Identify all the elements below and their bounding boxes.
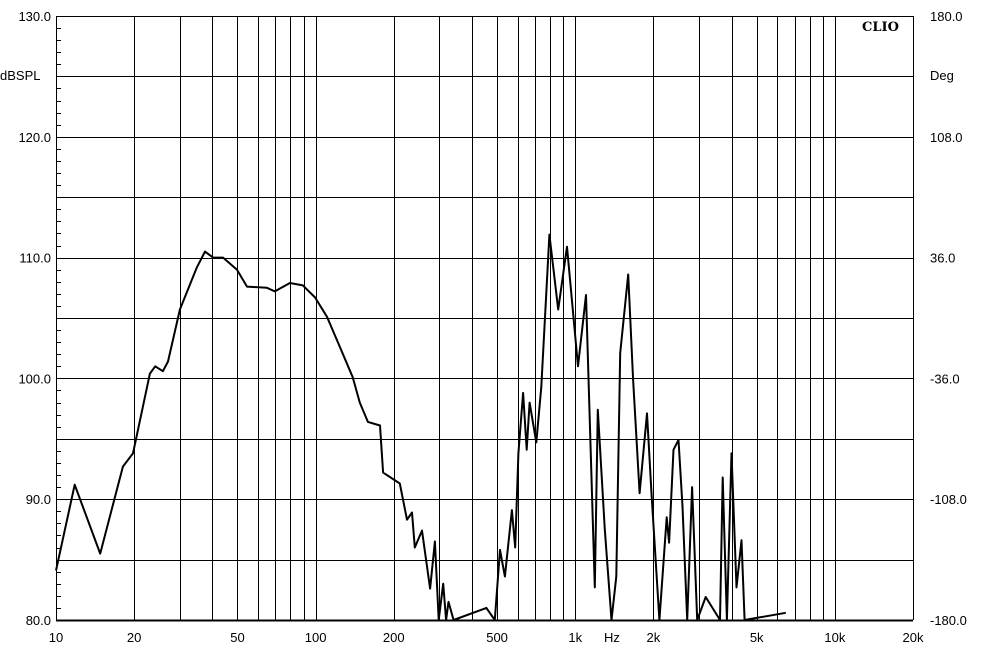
x-tick-label: 100 — [305, 630, 327, 645]
x-tick-label: 50 — [230, 630, 244, 645]
x-tick-label: 2k — [647, 630, 661, 645]
x-tick-label: 10k — [824, 630, 845, 645]
right-tick-label: -180.0 — [930, 613, 967, 628]
x-tick-label: 5k — [750, 630, 764, 645]
x-tick-label: 1k — [568, 630, 582, 645]
left-axis-unit: dBSPL — [0, 68, 40, 83]
x-tick-label: 20 — [127, 630, 141, 645]
left-axis-labels: 80.0 90.0 100.0 110.0 120.0 130.0 — [18, 9, 51, 628]
left-tick-label: 110.0 — [19, 251, 51, 266]
spl-curve — [55, 233, 786, 621]
left-tick-label: 130.0 — [18, 9, 51, 24]
right-tick-label: 108.0 — [930, 130, 963, 145]
x-tick-label: 500 — [486, 630, 508, 645]
left-tick-label: 80.0 — [26, 613, 51, 628]
right-tick-label: 36.0 — [930, 251, 955, 266]
x-tick-label: 200 — [383, 630, 405, 645]
right-tick-label: 180.0 — [930, 9, 963, 24]
x-tick-label: 10 — [49, 630, 63, 645]
x-axis-unit: Hz — [604, 630, 620, 645]
right-tick-label: -108.0 — [930, 492, 967, 507]
left-axis-minor-ticks — [56, 16, 61, 621]
right-axis-unit: Deg — [930, 68, 954, 83]
right-axis-labels: -180.0 -108.0 -36.0 36.0 108.0 180.0 — [930, 9, 967, 628]
x-axis-labels: 10 20 50 100 200 500 1k 2k 5k 10k 20k — [49, 630, 924, 645]
left-tick-label: 120.0 — [18, 130, 51, 145]
left-tick-label: 90.0 — [26, 492, 51, 507]
left-tick-label: 100.0 — [18, 371, 51, 386]
clio-logo: CLIO — [862, 20, 899, 35]
right-tick-label: -36.0 — [930, 371, 960, 386]
grid — [56, 16, 914, 622]
x-tick-label: 20k — [903, 630, 924, 645]
